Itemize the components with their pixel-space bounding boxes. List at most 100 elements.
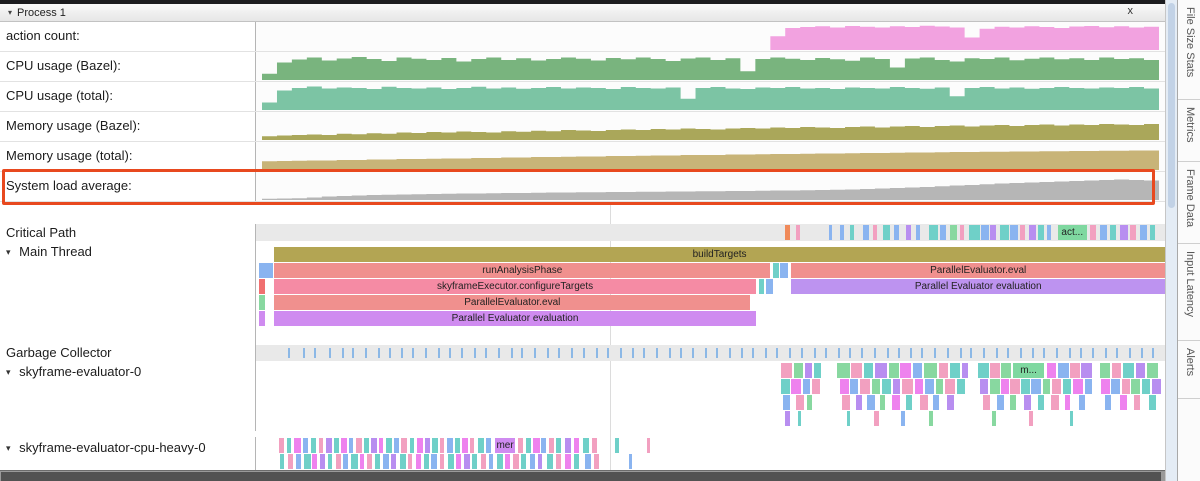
trace-slice[interactable] <box>1001 379 1009 394</box>
gc-tick[interactable] <box>814 348 817 358</box>
gc-tick[interactable] <box>287 348 290 358</box>
trace-slice[interactable] <box>968 225 980 240</box>
trace-slice[interactable] <box>371 438 377 453</box>
trace-slice[interactable] <box>900 363 912 378</box>
trace-slice[interactable] <box>546 454 554 469</box>
gc-tick[interactable] <box>1115 348 1118 358</box>
trace-slice[interactable] <box>432 438 438 453</box>
trace-slice[interactable] <box>1149 225 1155 240</box>
trace-slice[interactable] <box>883 225 891 240</box>
gc-tick[interactable] <box>668 348 671 358</box>
track-label-cpu-bazel[interactable]: CPU usage (Bazel): <box>0 52 256 81</box>
trace-slice[interactable] <box>335 454 342 469</box>
trace-slice[interactable] <box>839 379 849 394</box>
trace-slice[interactable] <box>555 454 561 469</box>
trace-slice[interactable] <box>859 379 871 394</box>
trace-slice[interactable] <box>439 454 445 469</box>
trace-slice[interactable] <box>812 379 821 394</box>
trace-slice[interactable] <box>378 438 384 453</box>
trace-slice[interactable] <box>513 454 519 469</box>
trace-slice[interactable] <box>401 438 407 453</box>
trace-slice[interactable] <box>555 438 561 453</box>
trace-slice[interactable] <box>1043 379 1051 394</box>
trace-slice[interactable] <box>992 411 996 426</box>
trace-slice[interactable] <box>1122 379 1130 394</box>
trace-slice[interactable] <box>287 454 294 469</box>
trace-slice[interactable] <box>583 438 589 453</box>
trace-slice[interactable] <box>343 454 348 469</box>
gc-tick[interactable] <box>874 348 877 358</box>
trace-slice[interactable] <box>529 454 536 469</box>
gc-tick[interactable] <box>521 348 524 358</box>
gc-tick[interactable] <box>715 348 718 358</box>
trace-slice[interactable] <box>1001 363 1012 378</box>
trace-slice[interactable] <box>1037 225 1045 240</box>
trace-slice[interactable] <box>946 395 955 410</box>
trace-slice[interactable] <box>979 379 988 394</box>
trace-slice[interactable] <box>938 363 948 378</box>
trace-slice[interactable] <box>924 363 937 378</box>
counter-chart-action-count[interactable] <box>256 22 1165 51</box>
trace-slice[interactable] <box>1010 395 1016 410</box>
trace-slice[interactable] <box>781 363 793 378</box>
gc-tick[interactable] <box>534 348 537 358</box>
trace-slice[interactable] <box>327 454 333 469</box>
trace-slice[interactable] <box>839 225 845 240</box>
trace-slice[interactable] <box>295 454 301 469</box>
close-button[interactable]: x <box>1127 5 1134 17</box>
trace-slice[interactable] <box>439 438 445 453</box>
track-label-garbage-collector[interactable]: Garbage Collector <box>0 345 256 361</box>
trace-slice[interactable] <box>1010 379 1020 394</box>
trace-slice[interactable] <box>258 295 266 310</box>
gc-tick[interactable] <box>801 348 804 358</box>
trace-slice[interactable] <box>977 363 989 378</box>
trace-slice[interactable] <box>785 411 790 426</box>
trace-slice[interactable] <box>464 454 470 469</box>
tab-metrics[interactable]: Metrics <box>1178 100 1200 162</box>
gc-tick[interactable] <box>314 348 317 358</box>
gc-tick[interactable] <box>1105 348 1107 358</box>
trace-slice[interactable] <box>983 395 990 410</box>
trace-slice[interactable]: buildTargets <box>274 247 1165 262</box>
collapse-arrow-icon[interactable]: ▾ <box>8 8 13 17</box>
gc-tick[interactable] <box>959 348 962 358</box>
gc-tick[interactable] <box>510 348 513 358</box>
skyframe-evaluator-cpu-heavy-0-track[interactable]: mer <box>256 437 1165 470</box>
trace-slice[interactable] <box>1069 411 1074 426</box>
trace-slice[interactable] <box>1123 363 1135 378</box>
trace-slice[interactable] <box>933 395 939 410</box>
trace-slice[interactable] <box>1131 379 1141 394</box>
trace-slice[interactable] <box>517 438 524 453</box>
tab-alerts[interactable]: Alerts <box>1178 341 1200 399</box>
counter-chart-sys-load[interactable] <box>256 172 1165 201</box>
trace-slice[interactable] <box>806 395 813 410</box>
gc-tick[interactable] <box>632 348 635 358</box>
trace-slice[interactable] <box>541 438 546 453</box>
trace-slice[interactable] <box>901 411 905 426</box>
track-label-action-count[interactable]: action count: <box>0 22 256 51</box>
trace-slice[interactable] <box>850 379 858 394</box>
gc-tick[interactable] <box>570 348 573 358</box>
gc-track[interactable] <box>256 345 1165 361</box>
trace-slice[interactable] <box>366 454 373 469</box>
trace-slice[interactable] <box>864 363 874 378</box>
trace-slice[interactable] <box>989 379 1000 394</box>
trace-slice[interactable] <box>1028 411 1034 426</box>
gc-tick[interactable] <box>461 348 464 358</box>
trace-slice[interactable] <box>990 363 1000 378</box>
trace-slice[interactable] <box>1119 395 1127 410</box>
track-label-cpu-total[interactable]: CPU usage (total): <box>0 82 256 111</box>
trace-slice[interactable] <box>940 225 946 240</box>
gc-tick[interactable] <box>861 348 864 358</box>
trace-slice[interactable] <box>879 395 886 410</box>
gc-tick[interactable] <box>1079 348 1082 358</box>
trace-slice[interactable] <box>1110 225 1116 240</box>
gc-tick[interactable] <box>485 348 488 358</box>
trace-slice[interactable] <box>592 438 597 453</box>
trace-slice[interactable] <box>615 438 619 453</box>
gc-tick[interactable] <box>995 348 998 358</box>
gc-tick[interactable] <box>497 348 500 358</box>
trace-slice[interactable] <box>348 438 354 453</box>
trace-slice[interactable] <box>893 379 901 394</box>
gc-tick[interactable] <box>546 348 549 358</box>
